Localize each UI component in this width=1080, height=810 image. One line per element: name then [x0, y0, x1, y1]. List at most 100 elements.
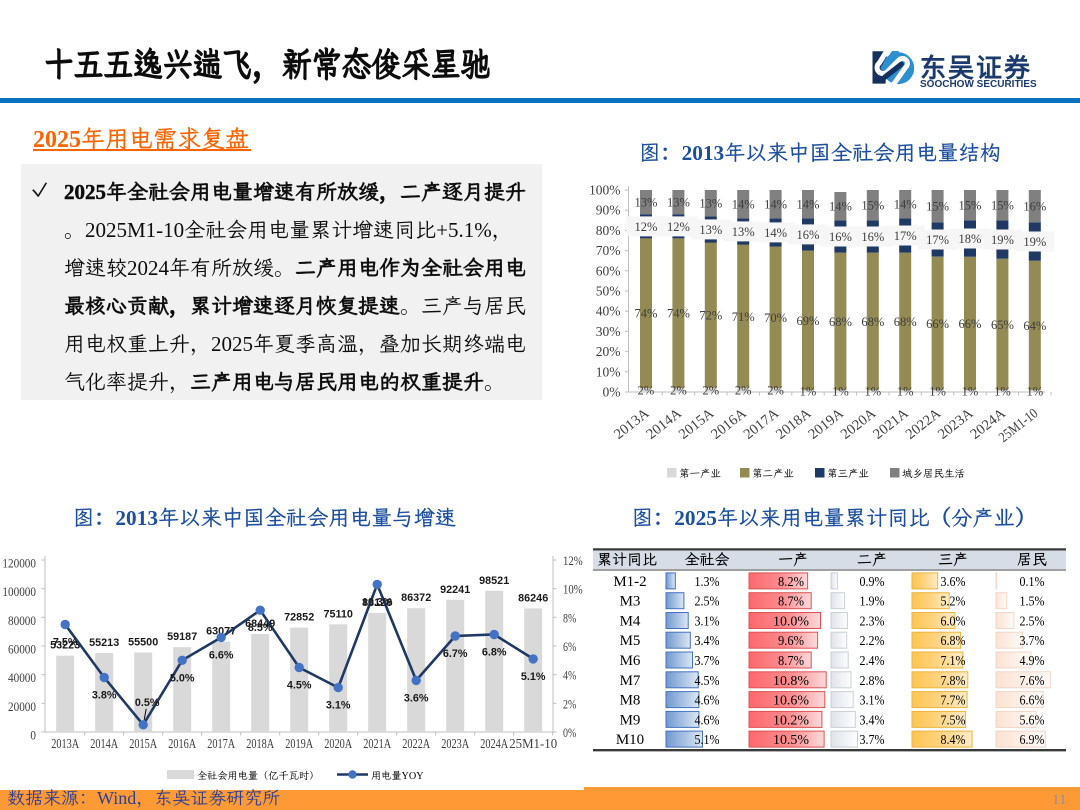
svg-text:第一产业: 第一产业 — [679, 468, 721, 480]
svg-text:M1-2: M1-2 — [613, 574, 646, 590]
svg-text:70%: 70% — [764, 311, 787, 325]
svg-text:60%: 60% — [596, 263, 621, 278]
svg-text:66%: 66% — [926, 317, 949, 331]
svg-text:80%: 80% — [596, 223, 621, 238]
svg-text:8.7%: 8.7% — [778, 594, 804, 609]
svg-text:72852: 72852 — [284, 612, 314, 624]
svg-text:13%: 13% — [699, 223, 722, 237]
svg-text:2%: 2% — [638, 384, 655, 398]
svg-text:全社会用电量（亿千瓦时）: 全社会用电量（亿千瓦时） — [197, 770, 319, 782]
svg-text:2019A: 2019A — [285, 736, 313, 751]
svg-text:2%: 2% — [670, 384, 687, 398]
svg-text:4.5%: 4.5% — [287, 680, 312, 692]
svg-text:10.6%: 10.6% — [773, 693, 809, 708]
svg-text:2015A: 2015A — [676, 405, 718, 443]
svg-text:4.5%: 4.5% — [695, 673, 720, 688]
svg-text:70%: 70% — [596, 243, 621, 258]
svg-text:7.7%: 7.7% — [941, 693, 966, 708]
svg-text:6.6%: 6.6% — [1020, 693, 1045, 708]
svg-text:2016A: 2016A — [708, 405, 750, 443]
svg-text:17%: 17% — [926, 233, 949, 247]
svg-text:1.5%: 1.5% — [1020, 594, 1045, 609]
svg-text:16%: 16% — [1023, 200, 1046, 214]
svg-text:1.3%: 1.3% — [695, 574, 720, 589]
svg-text:3.7%: 3.7% — [860, 732, 885, 747]
svg-text:98521: 98521 — [479, 575, 509, 587]
svg-text:2018A: 2018A — [246, 736, 274, 751]
svg-text:城乡居民生活: 城乡居民生活 — [902, 468, 965, 480]
svg-text:2013A: 2013A — [611, 405, 653, 443]
svg-text:2.3%: 2.3% — [860, 614, 885, 629]
svg-text:4%: 4% — [563, 669, 576, 683]
svg-text:59187: 59187 — [167, 631, 197, 643]
svg-text:9.6%: 9.6% — [778, 633, 804, 648]
svg-text:6.0%: 6.0% — [941, 614, 966, 629]
svg-text:4.6%: 4.6% — [695, 712, 720, 727]
svg-text:3.1%: 3.1% — [860, 693, 885, 708]
svg-text:3.6%: 3.6% — [941, 574, 966, 589]
svg-text:17%: 17% — [894, 229, 917, 243]
svg-text:66%: 66% — [959, 317, 982, 331]
svg-text:2.2%: 2.2% — [860, 633, 885, 648]
svg-text:4.6%: 4.6% — [695, 693, 720, 708]
svg-text:1%: 1% — [929, 385, 946, 399]
svg-text:2015A: 2015A — [129, 736, 157, 751]
svg-text:10%: 10% — [563, 583, 583, 597]
svg-text:6.7%: 6.7% — [443, 648, 468, 660]
svg-text:40000: 40000 — [8, 671, 36, 685]
svg-text:13%: 13% — [699, 197, 722, 211]
svg-text:19%: 19% — [1023, 235, 1046, 249]
svg-text:0.1%: 0.1% — [1020, 574, 1045, 589]
svg-text:0%: 0% — [563, 726, 576, 740]
svg-text:3.4%: 3.4% — [695, 633, 720, 648]
svg-text:30%: 30% — [596, 324, 621, 339]
svg-text:14%: 14% — [829, 200, 852, 214]
svg-text:2017A: 2017A — [207, 736, 235, 751]
svg-text:55213: 55213 — [89, 637, 119, 649]
svg-text:53223: 53223 — [50, 640, 80, 652]
svg-text:2020A: 2020A — [838, 405, 880, 443]
svg-text:14%: 14% — [764, 198, 787, 212]
svg-text:M3: M3 — [620, 594, 641, 610]
svg-text:64%: 64% — [1023, 319, 1046, 333]
svg-text:6.8%: 6.8% — [941, 633, 966, 648]
svg-text:2%: 2% — [735, 384, 752, 398]
svg-text:3.1%: 3.1% — [326, 700, 351, 712]
svg-text:2013A: 2013A — [51, 736, 79, 751]
svg-text:5.1%: 5.1% — [695, 732, 720, 747]
svg-text:3.7%: 3.7% — [1020, 633, 1045, 648]
svg-text:0: 0 — [30, 729, 36, 743]
svg-text:16%: 16% — [861, 230, 884, 244]
svg-text:6.8%: 6.8% — [482, 647, 507, 659]
svg-text:1%: 1% — [962, 385, 979, 399]
svg-text:20%: 20% — [596, 344, 621, 359]
svg-text:1%: 1% — [994, 385, 1011, 399]
svg-text:2014A: 2014A — [643, 405, 685, 443]
svg-text:55500: 55500 — [128, 637, 158, 649]
svg-text:72%: 72% — [699, 309, 722, 323]
svg-text:12%: 12% — [635, 220, 658, 234]
svg-text:10.3%: 10.3% — [362, 596, 393, 608]
svg-text:2.8%: 2.8% — [860, 673, 885, 688]
svg-text:2024A: 2024A — [480, 736, 508, 751]
svg-text:8.7%: 8.7% — [778, 653, 804, 668]
svg-text:3.8%: 3.8% — [92, 690, 117, 702]
svg-text:2021A: 2021A — [870, 405, 912, 443]
svg-text:二产: 二产 — [857, 553, 887, 569]
svg-text:14%: 14% — [764, 226, 787, 240]
svg-text:13%: 13% — [635, 196, 658, 210]
svg-text:第二产业: 第二产业 — [752, 468, 794, 480]
svg-text:0.5%: 0.5% — [135, 697, 160, 709]
svg-text:4.9%: 4.9% — [1020, 653, 1045, 668]
svg-text:2018A: 2018A — [773, 405, 815, 443]
svg-text:7.5%: 7.5% — [53, 637, 78, 649]
svg-text:2%: 2% — [702, 384, 719, 398]
svg-text:19%: 19% — [991, 233, 1014, 247]
svg-text:2022A: 2022A — [402, 736, 430, 751]
svg-text:12%: 12% — [667, 220, 690, 234]
svg-text:2023A: 2023A — [441, 736, 469, 751]
svg-text:8.2%: 8.2% — [778, 574, 804, 589]
svg-text:累计同比: 累计同比 — [597, 553, 657, 569]
svg-text:68%: 68% — [894, 315, 917, 329]
svg-text:5.1%: 5.1% — [521, 671, 546, 683]
